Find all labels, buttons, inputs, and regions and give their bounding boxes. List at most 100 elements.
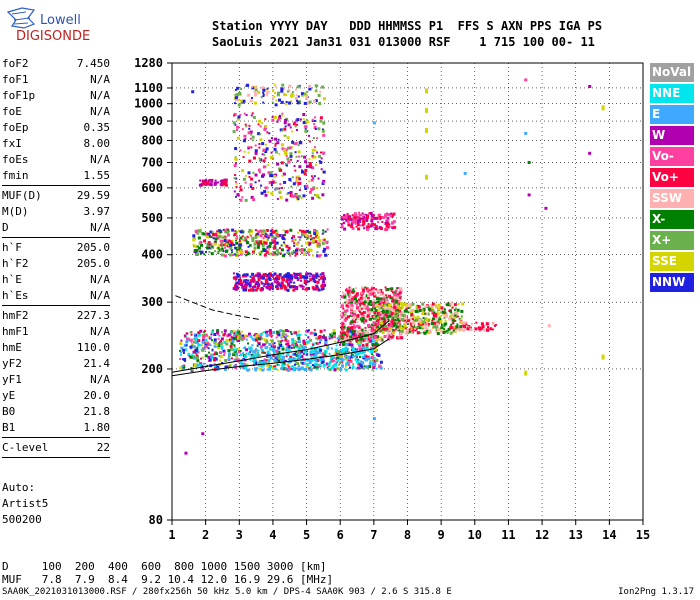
echo-point [225, 181, 228, 184]
echo-point [281, 277, 285, 281]
echo-point [306, 237, 309, 240]
echo-point [216, 230, 219, 233]
echo-point [372, 334, 375, 337]
echo-point [408, 318, 412, 322]
echo-point [289, 357, 292, 360]
echo-point [350, 221, 354, 225]
echo-point [384, 313, 388, 317]
echo-point [415, 328, 418, 331]
echo-point [256, 272, 259, 275]
echo-point [371, 310, 374, 313]
echo-point [460, 316, 463, 319]
echo-point [264, 88, 267, 91]
echo-point [358, 308, 361, 311]
echo-point [284, 338, 288, 342]
echo-point [400, 336, 404, 340]
echo-point [275, 241, 279, 245]
echo-point [218, 244, 221, 247]
echo-point [263, 241, 267, 245]
echo-point [379, 226, 383, 230]
echo-point [326, 366, 329, 369]
echo-point [242, 359, 245, 362]
echo-point [412, 321, 416, 325]
echo-point [396, 287, 399, 290]
echo-point [318, 275, 321, 278]
echo-point [266, 87, 269, 90]
echo-point [401, 306, 404, 309]
echo-point [371, 315, 374, 318]
echo-point [378, 330, 381, 333]
echo-point [302, 118, 305, 121]
echo-point [436, 327, 440, 331]
echo-point [313, 347, 316, 350]
echo-point [296, 272, 300, 276]
echo-point [227, 239, 231, 243]
echo-point [294, 361, 297, 364]
echo-point [265, 340, 269, 344]
echo-point [332, 329, 336, 333]
echo-point [380, 298, 383, 301]
echo-point [257, 240, 260, 243]
echo-point [385, 329, 388, 332]
echo-point [268, 132, 271, 135]
echo-point [266, 90, 270, 94]
param-value: 205.0 [76, 257, 110, 270]
echo-point [284, 367, 287, 370]
echo-point [369, 292, 373, 296]
muf-row: MUF 7.8 7.9 8.4 9.2 10.4 12.0 16.9 29.6 … [2, 573, 334, 586]
echo-point [229, 246, 233, 250]
echo-point [426, 312, 430, 316]
echo-point [253, 334, 256, 337]
echo-point [232, 353, 236, 357]
echo-point [275, 229, 278, 232]
echo-point [285, 273, 289, 277]
echo-point [447, 302, 451, 306]
echo-point [384, 324, 388, 328]
echo-point [242, 352, 245, 355]
trace-curve [171, 338, 390, 377]
echo-point [283, 253, 286, 256]
echo-point [315, 284, 319, 288]
echo-point [373, 315, 376, 318]
echo-point [365, 218, 369, 222]
echo-point [245, 278, 248, 281]
echo-point [303, 155, 307, 159]
echo-point [409, 305, 412, 308]
echo-point [425, 305, 428, 308]
echo-point [285, 346, 288, 349]
isolated-echo-point [184, 451, 188, 455]
echo-point [325, 362, 329, 366]
echo-point [312, 186, 316, 190]
echo-point [239, 282, 243, 286]
echo-point [311, 166, 315, 170]
echo-point [367, 348, 370, 351]
echo-point [358, 219, 362, 223]
echo-point [273, 365, 277, 369]
echo-point [199, 179, 202, 182]
echo-point [398, 295, 401, 298]
echo-point [340, 315, 343, 318]
echo-point [273, 147, 277, 151]
echo-point [430, 306, 434, 310]
echo-point [449, 326, 453, 330]
echo-point [409, 322, 413, 326]
echo-point [290, 185, 293, 188]
echo-point [371, 359, 374, 362]
echo-point [289, 228, 293, 232]
echo-point [355, 360, 359, 364]
echo-point [408, 330, 411, 333]
echo-point [250, 177, 254, 181]
echo-point [392, 328, 395, 331]
echo-point [358, 330, 362, 334]
echo-point [416, 331, 420, 335]
echo-point [193, 244, 197, 248]
echo-point [211, 245, 214, 248]
echo-point [366, 357, 370, 361]
echo-point [241, 363, 245, 367]
echo-point [224, 358, 228, 362]
echo-point [388, 314, 392, 318]
echo-point [290, 93, 294, 97]
echo-point [253, 361, 256, 364]
echo-point [421, 325, 424, 328]
echo-point [274, 137, 278, 141]
